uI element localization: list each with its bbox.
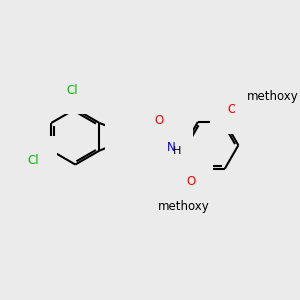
Text: methoxy: methoxy: [158, 200, 209, 213]
Text: Cl: Cl: [67, 83, 79, 97]
Text: methoxy: methoxy: [247, 90, 298, 103]
Text: O: O: [186, 175, 195, 188]
Text: O: O: [227, 103, 237, 116]
Text: H: H: [173, 146, 182, 156]
Text: O: O: [154, 114, 163, 127]
Text: Cl: Cl: [27, 154, 39, 167]
Text: Cl: Cl: [135, 129, 147, 142]
Text: N: N: [167, 141, 176, 154]
Text: S: S: [123, 133, 130, 146]
